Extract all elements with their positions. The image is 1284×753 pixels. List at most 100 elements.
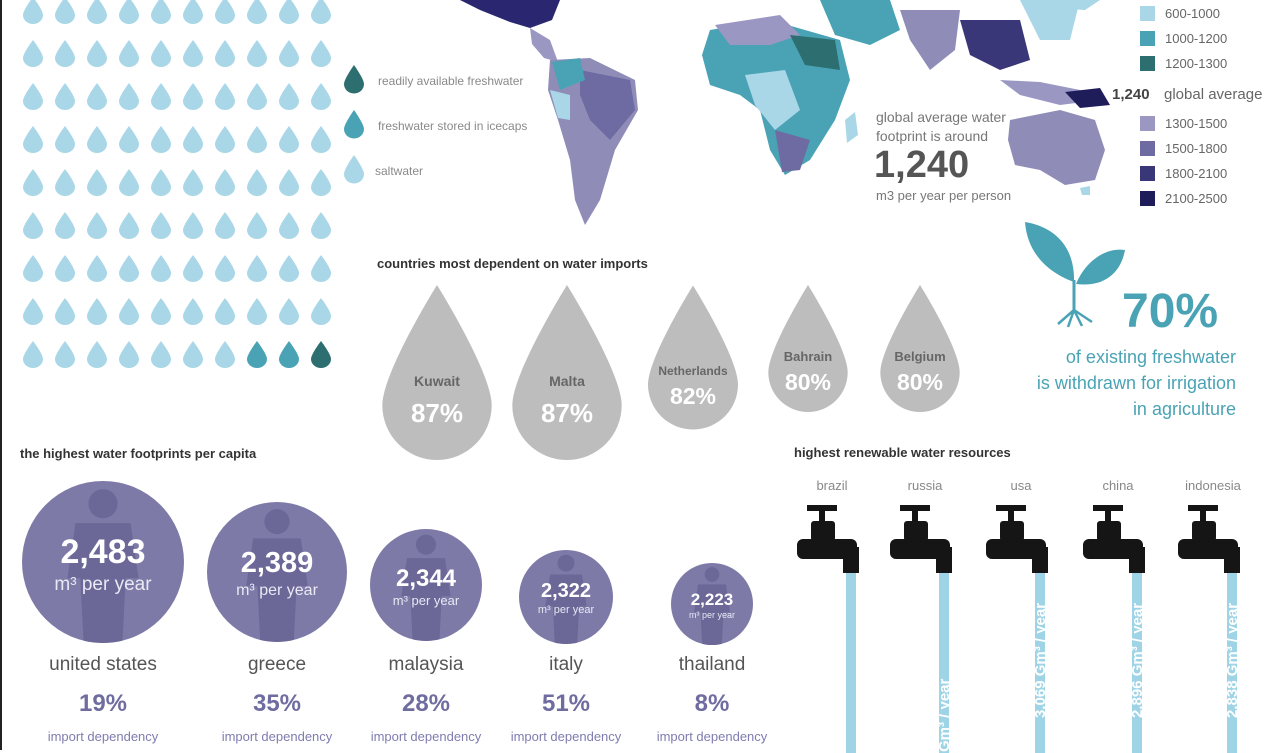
legend-swatch-1500-1800 — [1140, 141, 1155, 156]
water-drop-icon — [119, 298, 139, 325]
map-south-america-north — [552, 58, 585, 90]
footprint-unit: m³ per year — [392, 593, 460, 609]
water-drop-icon — [87, 341, 107, 368]
water-drop-icon — [119, 169, 139, 196]
left-border — [0, 0, 2, 750]
import-pct-kuwait: 87% — [410, 398, 464, 428]
water-drop-icon — [279, 169, 299, 196]
footprint-country: italy — [549, 654, 583, 675]
import-country-kuwait: Kuwait — [414, 373, 460, 389]
water-drop-icon — [119, 212, 139, 239]
water-drop-icon — [247, 255, 267, 282]
footprint-unit: m³ per year — [54, 573, 152, 595]
footprint-country: malaysia — [388, 654, 464, 675]
water-drop-icon — [23, 0, 43, 24]
footprint-unit: m³ per year — [688, 609, 735, 620]
map-africa-north — [715, 15, 800, 45]
global-average-line2: footprint is around — [876, 128, 989, 144]
footprints-title: the highest water footprints per capita — [20, 446, 257, 461]
plant-sprout-icon — [1025, 222, 1125, 328]
water-drop-icon — [119, 0, 139, 24]
water-drop-icon — [183, 0, 203, 24]
water-drop-icon — [247, 83, 267, 110]
water-drop-icon — [311, 169, 331, 196]
water-drop-icon — [279, 0, 299, 24]
legend-label-2100-2500: 2100-2500 — [1165, 191, 1228, 206]
water-drop-icon — [279, 126, 299, 153]
water-drop-icon — [151, 298, 171, 325]
water-drop-icon — [311, 40, 331, 67]
water-drop-icon — [183, 83, 203, 110]
water-drop-icon — [311, 126, 331, 153]
global-average-value: 1,240 — [874, 144, 970, 186]
footprint-value: 2,389 — [240, 547, 314, 580]
water-drop-icon — [247, 169, 267, 196]
map-png — [1065, 88, 1110, 108]
water-drop-icon — [55, 212, 75, 239]
legend-label-1000-1200: 1000-1200 — [1165, 31, 1228, 46]
tap-volume-label: Gm³ / year — [936, 678, 953, 752]
import-drop-belgium — [880, 285, 960, 412]
water-drop-icon — [119, 126, 139, 153]
water-drop-icon — [87, 126, 107, 153]
map-tasmania — [1080, 186, 1090, 195]
water-drop-icon — [87, 255, 107, 282]
water-drop-icon — [151, 40, 171, 67]
legend-label-readily-available: readily available freshwater — [378, 74, 524, 88]
legend-drop-mid — [344, 110, 364, 139]
water-drop-icon — [311, 298, 331, 325]
water-drop-icon — [55, 298, 75, 325]
water-drop-icon — [119, 40, 139, 67]
footprint-value: 2,223 — [690, 589, 734, 609]
person-icon — [246, 509, 308, 642]
footprint-circle — [519, 550, 613, 644]
footprint-import-dependency-value: 8% — [694, 690, 730, 717]
import-country-netherlands: Netherlands — [658, 364, 728, 378]
faucet-icon — [1178, 505, 1240, 753]
water-drop-icon — [247, 0, 267, 24]
water-drop-icon — [55, 255, 75, 282]
legend-label-600-1000: 600-1000 — [1165, 6, 1220, 21]
footprint-import-dependency-label: import dependency — [656, 729, 768, 744]
water-drop-icon — [311, 0, 331, 24]
water-drop-icon — [55, 341, 75, 368]
water-drop-icon — [183, 126, 203, 153]
legend-global-average-label: global average — [1164, 86, 1263, 103]
irrigation-value: 70% — [1122, 285, 1219, 338]
water-drop-icon — [311, 83, 331, 110]
footprint-circle — [22, 481, 184, 643]
footprint-value: 2,322 — [540, 580, 592, 602]
legend-label-1200-1300: 1200-1300 — [1165, 56, 1228, 71]
water-drop-icon — [87, 169, 107, 196]
footprint-import-dependency-value: 51% — [541, 690, 591, 717]
water-drop-icon — [183, 212, 203, 239]
map-southeast-asia — [960, 20, 1030, 70]
person-icon — [693, 567, 731, 645]
map-africa-central — [745, 70, 800, 130]
water-drop-icon — [279, 298, 299, 325]
import-country-malta: Malta — [549, 373, 585, 389]
world-water-footprint-map — [460, 0, 1110, 225]
import-drop-bahrain — [768, 285, 848, 412]
faucet-icon — [797, 505, 859, 753]
footprint-value: 2,344 — [395, 564, 457, 592]
tap-country-label: russia — [907, 478, 943, 493]
water-drop-icon — [183, 298, 203, 325]
footprint-circle — [207, 502, 347, 642]
water-drop-icon — [55, 169, 75, 196]
water-drop-icon — [23, 126, 43, 153]
irrigation-text: of existing freshwater is withdrawn for … — [1000, 344, 1236, 422]
import-drop-netherlands — [648, 285, 738, 430]
faucet-icon — [890, 505, 952, 753]
map-india — [900, 10, 960, 70]
map-central-america — [530, 28, 558, 62]
tap-volume-label: 2,838 Gm³ / year — [1224, 602, 1241, 718]
water-drop-icon — [23, 169, 43, 196]
tap-country-label: indonesia — [1185, 478, 1241, 493]
import-country-bahrain: Bahrain — [783, 349, 833, 364]
water-drop-icon — [23, 83, 43, 110]
water-drop-icon — [215, 126, 235, 153]
map-south-america-peru — [550, 90, 570, 120]
footprint-import-dependency-value: 28% — [401, 690, 451, 717]
footprint-circle — [370, 529, 482, 641]
